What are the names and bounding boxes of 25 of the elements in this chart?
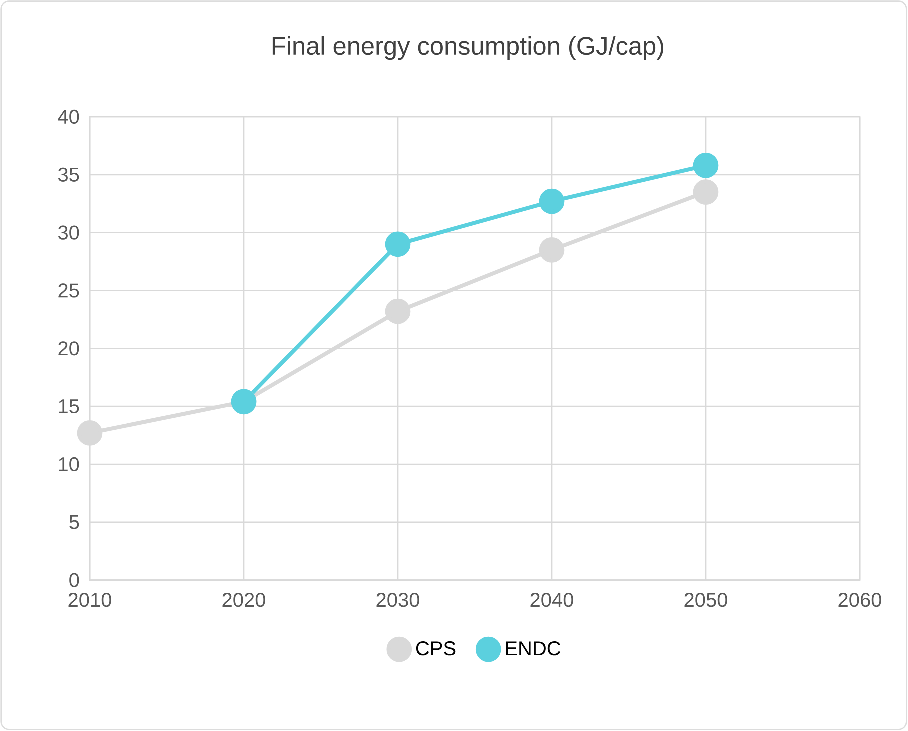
y-tick-label: 15: [59, 400, 80, 414]
y-tick-label: 10: [59, 457, 80, 472]
y-tick-label: 40: [58, 110, 80, 124]
point: [539, 188, 565, 214]
y-tick-label: 35: [58, 168, 80, 182]
point: [693, 152, 719, 178]
point: [77, 420, 103, 446]
x-tick-label: 2020: [222, 593, 266, 608]
y-tick-label: 25: [58, 284, 80, 298]
point: [539, 238, 565, 263]
legend-label: CPS: [416, 642, 456, 656]
x-tick-label: 2030: [376, 593, 420, 608]
y-tick-label: 30: [58, 226, 80, 240]
point: [693, 180, 719, 205]
x-tick-label: 2040: [530, 593, 574, 608]
point: [385, 232, 411, 258]
x-tick-label: 2010: [68, 593, 112, 608]
y-tick-label: 0: [70, 573, 80, 588]
x-tick-label: 2060: [838, 593, 882, 608]
chart-title: Final energy consumption (GJ/cap): [272, 36, 664, 60]
x-tick-label: 2050: [684, 593, 728, 608]
y-tick-label: 20: [58, 342, 80, 356]
y-tick-label: 5: [70, 515, 80, 530]
legend-label: ENDC: [506, 642, 561, 656]
point: [385, 298, 411, 324]
